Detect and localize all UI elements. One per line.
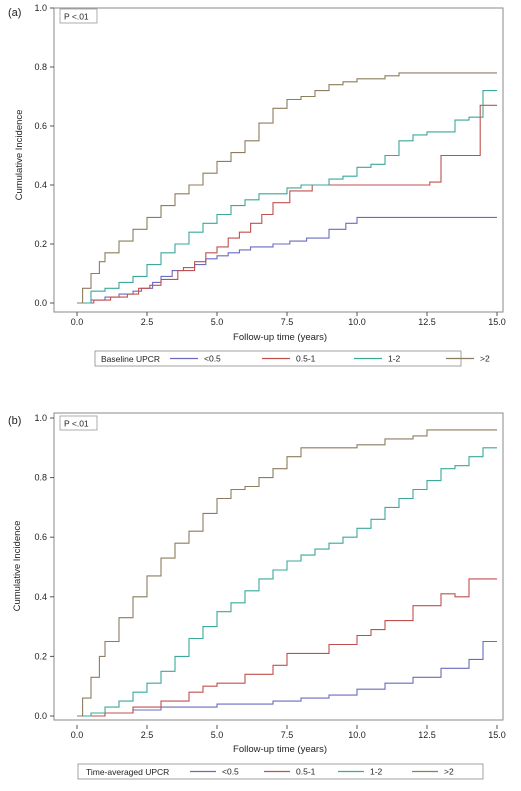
legend-label: <0.5 (204, 354, 221, 364)
y-tick-label: 0.0 (34, 298, 47, 308)
x-tick-label: 2.5 (141, 730, 154, 740)
x-tick-label: 12.5 (418, 730, 436, 740)
y-tick-label: 0.2 (34, 651, 47, 661)
legend: Time-averaged UPCR <0.5 0.5-1 1-2 >2 (77, 763, 484, 780)
series-curve (77, 72, 497, 304)
y-tick-label: 0.8 (34, 473, 47, 483)
legend-label: 1-2 (388, 354, 401, 364)
x-tick-label: 7.5 (281, 730, 294, 740)
x-tick-label: 15.0 (488, 730, 506, 740)
legend-items: <0.5 0.5-1 1-2 >2 (190, 767, 454, 777)
series-curve (77, 640, 497, 717)
series-curve (77, 578, 497, 717)
x-axis-title: Follow-up time (years) (233, 744, 327, 755)
plot-frame (53, 412, 504, 721)
legend: Baseline UPCR <0.5 0.5-1 1-2 >2 (94, 350, 490, 367)
series-curve (77, 90, 497, 304)
plot-frame (53, 7, 504, 313)
y-tick-label: 0.6 (34, 121, 47, 131)
x-tick-label: 10.0 (348, 317, 366, 327)
series-curve (77, 429, 497, 717)
x-tick-label: 5.0 (211, 317, 224, 327)
series-curve (77, 104, 497, 304)
p-value-box (59, 8, 98, 24)
x-tick-label: 7.5 (281, 317, 294, 327)
x-tick-label: 2.5 (141, 317, 154, 327)
y-tick-label: 0.0 (34, 711, 47, 721)
y-axis-title: Cumulative Incidence (12, 521, 23, 612)
x-tick-label: 10.0 (348, 730, 366, 740)
y-tick-label: 0.4 (34, 592, 47, 602)
legend-title: Baseline UPCR (101, 354, 160, 364)
legend-label: >2 (480, 354, 490, 364)
y-tick-label: 0.4 (34, 180, 47, 190)
chart-panel-b: (b) P <.01 0.0 2.5 5.0 7.5 10.0 12.5 15.00.00.… (8, 412, 506, 780)
y-axis-title: Cumulative Incidence (14, 110, 25, 201)
p-value-box (59, 415, 98, 431)
x-axis-title: Follow-up time (years) (233, 332, 327, 343)
chart-panel-a: (a) P <.01 0.0 2.5 5.0 7.5 10.0 12.5 15.00.00.… (8, 3, 506, 367)
y-tick-label: 0.2 (34, 239, 47, 249)
p-value-label: P <.01 (64, 12, 89, 22)
y-tick-label: 1.0 (34, 413, 47, 423)
series-curve (77, 447, 497, 717)
x-tick-label: 0.0 (71, 317, 84, 327)
legend-label: 0.5-1 (296, 354, 316, 364)
x-tick-label: 12.5 (418, 317, 436, 327)
legend-label: >2 (444, 767, 454, 777)
y-tick-label: 0.6 (34, 532, 47, 542)
panel-label: (b) (8, 415, 21, 427)
panel-label: (a) (8, 7, 21, 19)
chart-marks: 0.0 2.5 5.0 7.5 10.0 12.5 15.0 0.0 0.2 0.4 0.6 0.8 1… (34, 413, 505, 740)
legend-items: <0.5 0.5-1 1-2 >2 (170, 354, 490, 364)
legend-label: 0.5-1 (296, 767, 316, 777)
legend-title: Time-averaged UPCR (86, 767, 169, 777)
x-tick-label: 15.0 (488, 317, 506, 327)
x-tick-label: 5.0 (211, 730, 224, 740)
y-tick-label: 1.0 (34, 3, 47, 13)
legend-label: <0.5 (222, 767, 239, 777)
legend-label: 1-2 (370, 767, 383, 777)
x-tick-label: 0.0 (71, 730, 84, 740)
y-tick-label: 0.8 (34, 62, 47, 72)
chart-marks: 0.0 2.5 5.0 7.5 10.0 12.5 15.0 0.0 0.2 0.4 0.6 0.8 1… (34, 3, 505, 327)
p-value-label: P <.01 (64, 419, 89, 429)
